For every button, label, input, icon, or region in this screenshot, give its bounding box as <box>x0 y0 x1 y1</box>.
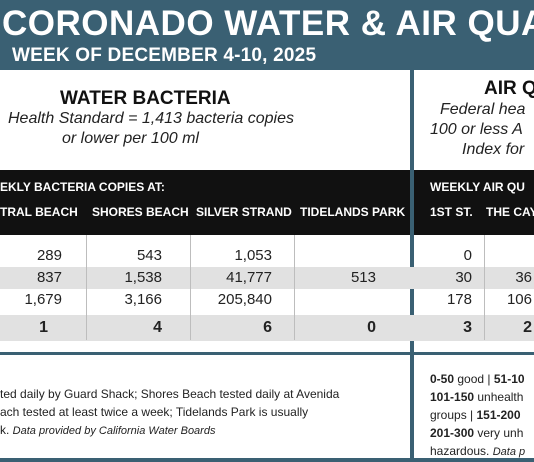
page-subtitle: WEEK OF DECEMBER 4-10, 2025 <box>12 45 317 66</box>
water-footer-line: ted daily by Guard Shack; Shores Beach t… <box>0 387 340 401</box>
air-standard-line3: Index for <box>462 141 525 158</box>
header-banner: CORONADO WATER & AIR QUALITY R WEEK OF D… <box>0 0 534 70</box>
table-cell: 41,777 <box>226 269 272 286</box>
water-col-header: SILVER STRAND <box>196 205 292 219</box>
column-separator <box>294 235 295 340</box>
total-cell: 2 <box>523 319 532 336</box>
water-bar-label: EKLY BACTERIA COPIES AT: <box>0 180 165 194</box>
air-footer-line: 201-300 very unh <box>430 426 524 440</box>
air-column-header-bar: WEEKLY AIR QU 1ST ST. THE CAY <box>414 170 534 235</box>
water-col-header: TIDELANDS PARK <box>300 205 406 219</box>
page-title: CORONADO WATER & AIR QUALITY R <box>2 4 534 43</box>
air-footer-line: 0-50 good | 51-10 <box>430 372 525 386</box>
footer-rule <box>0 352 534 355</box>
table-cell: 36 <box>515 269 532 286</box>
air-col-header: THE CAY <box>486 205 534 219</box>
table-row: 837 1,538 41,777 513 30 36 <box>0 267 534 289</box>
table-cell: 205,840 <box>217 291 272 308</box>
table-cell: 1,538 <box>124 269 162 286</box>
table-cell: 837 <box>36 269 62 286</box>
table-cell <box>300 245 376 267</box>
water-col-header: SHORES BEACH <box>92 205 189 219</box>
table-row: 289 543 1,053 0 <box>0 245 534 267</box>
total-cell: 0 <box>367 319 376 336</box>
table-cell: 1,679 <box>24 291 62 308</box>
water-footer-line: k. Data provided by California Water Boa… <box>0 423 216 437</box>
water-column-header-bar: EKLY BACTERIA COPIES AT: TRAL BEACH SHOR… <box>0 170 410 235</box>
table-cell: 513 <box>350 269 376 286</box>
total-cell: 1 <box>39 319 48 336</box>
table-cell: 106 <box>506 291 532 308</box>
bottom-border <box>0 458 534 462</box>
total-cell: 6 <box>263 319 272 336</box>
table-cell: 1,053 <box>234 247 272 264</box>
air-footer-line: groups | 151-200 <box>430 408 521 422</box>
total-cell: 4 <box>153 319 162 336</box>
column-separator <box>190 235 191 340</box>
table-cell: 0 <box>463 247 472 264</box>
table-cell: 30 <box>455 269 472 286</box>
air-heading: AIR Q <box>484 78 534 99</box>
water-standard-line2: or lower per 100 ml <box>62 130 199 147</box>
table-cell: 178 <box>446 291 472 308</box>
totals-row: 1 4 6 0 3 2 <box>0 315 534 341</box>
air-col-header: 1ST ST. <box>430 205 473 219</box>
column-separator <box>86 235 87 340</box>
air-bar-label: WEEKLY AIR QU <box>430 180 525 194</box>
air-footer-line: 101-150 unhealth <box>430 390 524 404</box>
column-separator <box>484 235 485 340</box>
total-cell: 3 <box>463 319 472 336</box>
air-footer-line: hazardous. Data p <box>430 444 526 458</box>
table-row: 1,679 3,166 205,840 178 106 <box>0 289 534 311</box>
air-standard-line2: 100 or less A <box>430 121 523 138</box>
water-heading: WATER BACTERIA <box>60 88 231 109</box>
table-cell: 3,166 <box>124 291 162 308</box>
water-col-header: TRAL BEACH <box>0 205 78 219</box>
water-standard-line1: Health Standard = 1,413 bacteria copies <box>8 110 294 127</box>
table-cell <box>486 245 532 267</box>
water-footer-note: ted daily by Guard Shack; Shores Beach t… <box>0 385 339 440</box>
air-data-source: Data p <box>492 446 526 458</box>
water-data-source: Data provided by California Water Boards <box>12 425 216 437</box>
section-divider <box>410 70 414 352</box>
footer-divider <box>410 355 414 458</box>
water-footer-line: ach tested at least twice a week; Tidela… <box>0 405 309 419</box>
table-cell: 289 <box>36 247 62 264</box>
air-standard-line1: Federal hea <box>440 101 526 118</box>
table-cell <box>300 289 376 311</box>
table-cell: 543 <box>136 247 162 264</box>
air-footer-note: 0-50 good | 51-10 101-150 unhealth group… <box>430 370 525 461</box>
